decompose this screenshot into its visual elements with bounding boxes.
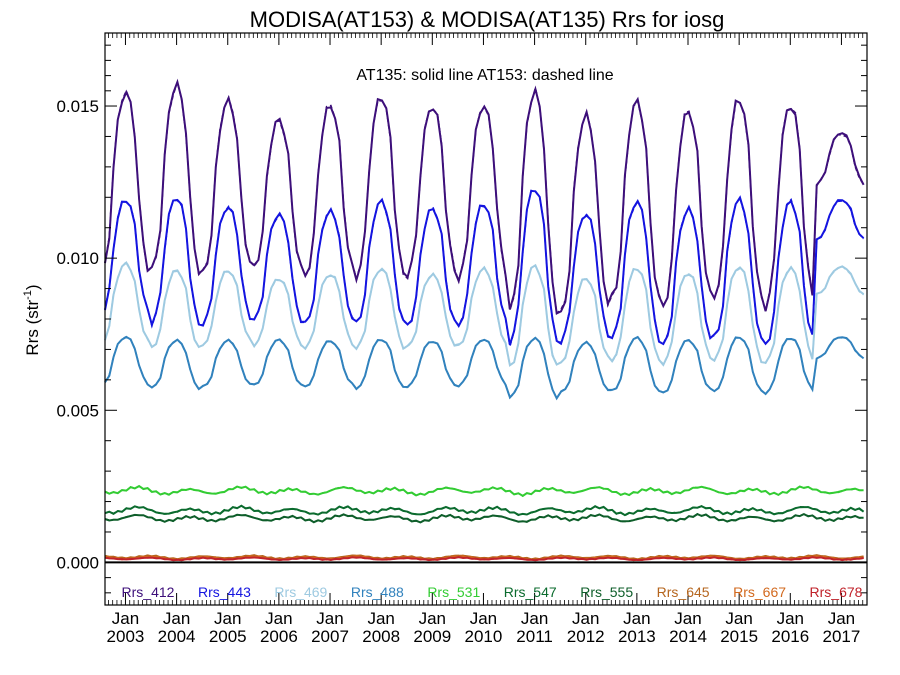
legend-entry: Rrs_555	[580, 584, 633, 600]
x-tick-label-year: 2006	[260, 627, 298, 646]
legend-entry: Rrs_678	[810, 584, 863, 600]
x-tick-label-month: Jan	[521, 609, 548, 628]
legend-entry: Rrs_531	[427, 584, 480, 600]
x-tick-label-month: Jan	[112, 609, 139, 628]
x-tick-label-month: Jan	[777, 609, 804, 628]
x-tick-label-month: Jan	[725, 609, 752, 628]
x-tick-label-year: 2007	[311, 627, 349, 646]
y-axis-label-superscript: -1	[22, 290, 34, 300]
series-line	[104, 484, 864, 497]
x-tick-label-year: 2014	[669, 627, 707, 646]
x-axis-ticks: Jan2003Jan2004Jan2005Jan2006Jan2007Jan20…	[107, 33, 864, 646]
x-tick-label-year: 2011	[516, 627, 553, 646]
series-line-dashed	[104, 79, 865, 316]
series-line	[104, 261, 865, 367]
y-axis-label: Rrs (str-1)	[22, 284, 42, 355]
series-line	[104, 512, 864, 524]
y-tick-label: 0.000	[56, 553, 99, 572]
x-tick-label-month: Jan	[828, 609, 855, 628]
x-tick-label-year: 2017	[823, 627, 861, 646]
x-tick-label-month: Jan	[674, 609, 701, 628]
legend-entry: Rrs_469	[274, 584, 327, 600]
chart-title: MODISA(AT153) & MODISA(AT135) Rrs for io…	[250, 7, 725, 32]
legend-entry: Rrs_488	[351, 584, 404, 600]
legend: Rrs_412 Rrs_443 Rrs_469 Rrs_488 Rrs_531 Rrs_5…	[122, 584, 863, 600]
series-group	[104, 78, 865, 562]
y-tick-label: 0.010	[56, 249, 99, 268]
x-tick-label-month: Jan	[214, 609, 241, 628]
y-tick-label: 0.015	[56, 97, 99, 116]
x-tick-label-year: 2016	[771, 627, 809, 646]
series-line	[104, 189, 865, 346]
x-tick-label-month: Jan	[572, 609, 599, 628]
x-tick-label-year: 2015	[720, 627, 758, 646]
x-tick-label-year: 2005	[209, 627, 247, 646]
series-line	[104, 504, 865, 517]
x-tick-label-year: 2008	[362, 627, 400, 646]
series-line-dashed	[104, 512, 864, 524]
x-tick-label-month: Jan	[265, 609, 292, 628]
x-tick-label-year: 2013	[618, 627, 656, 646]
annotation-text: AT135: solid line AT153: dashed line	[356, 67, 613, 84]
x-tick-label-month: Jan	[419, 609, 446, 628]
series-line	[104, 556, 864, 562]
x-tick-label-month: Jan	[367, 609, 394, 628]
legend-entry: Rrs_667	[733, 584, 786, 600]
y-axis-label-close: )	[23, 284, 42, 290]
x-tick-label-year: 2009	[413, 627, 451, 646]
x-tick-label-month: Jan	[163, 609, 190, 628]
y-axis-ticks: 0.000 0.005 0.010 0.015	[56, 44, 867, 594]
series-line	[104, 335, 865, 401]
legend-entry: Rrs_412	[122, 584, 175, 600]
x-tick-label-year: 2012	[567, 627, 605, 646]
y-axis-label-text: Rrs (str	[23, 300, 42, 356]
x-tick-label-year: 2003	[107, 627, 145, 646]
series-line-dashed	[104, 485, 864, 498]
x-tick-label-month: Jan	[470, 609, 497, 628]
x-tick-label-year: 2004	[158, 627, 196, 646]
x-tick-label-month: Jan	[623, 609, 650, 628]
legend-entry: Rrs_443	[198, 584, 251, 600]
y-tick-label: 0.005	[56, 401, 99, 420]
legend-entry: Rrs_547	[504, 584, 557, 600]
x-tick-label-month: Jan	[316, 609, 343, 628]
legend-entry: Rrs_645	[657, 584, 710, 600]
series-line	[104, 78, 865, 315]
x-tick-label-year: 2010	[465, 627, 503, 646]
series-line-dashed	[104, 335, 865, 400]
